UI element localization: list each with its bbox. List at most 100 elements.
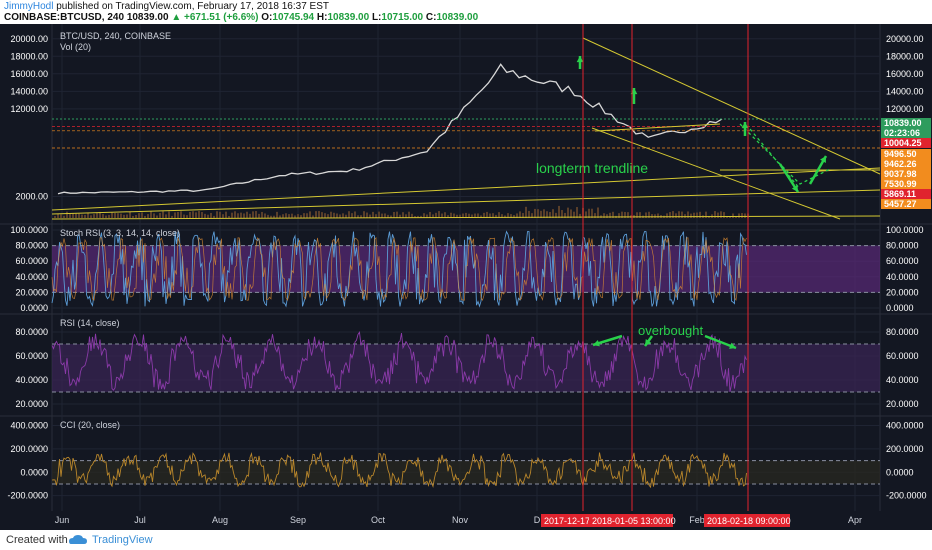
volume-bar [513, 215, 515, 218]
volume-bar [195, 212, 197, 218]
trendline [51, 167, 881, 211]
price-tag-label: 7530.99 [884, 179, 917, 189]
volume-bar [132, 215, 134, 218]
volume-bar [732, 213, 734, 218]
volume-bar [432, 214, 434, 218]
volume-bar [204, 213, 206, 218]
projection-path [739, 123, 831, 190]
author-link[interactable]: JimmyHodl [4, 1, 54, 12]
volume-bar [240, 212, 242, 218]
volume-bar [516, 213, 518, 218]
publish-line: JimmyHodl published on TradingView.com, … [4, 1, 329, 12]
volume-bar [363, 211, 365, 218]
change-value: +671.51 (+6.6%) [184, 12, 259, 23]
rsi-axis-label-left: 20.0000 [15, 399, 48, 409]
event-marker-tag [589, 514, 673, 527]
overbought-annotation: overbought [638, 323, 703, 338]
arrowhead-icon [791, 185, 798, 192]
volume-bar [324, 213, 326, 218]
stoch-d-series [51, 236, 747, 302]
volume-bar [738, 213, 740, 218]
volume-bar [327, 214, 329, 218]
event-marker-tag [704, 514, 790, 527]
volume-bar [417, 215, 419, 218]
volume-bar [210, 212, 212, 218]
volume-bar [87, 212, 89, 218]
volume-bar [714, 211, 716, 218]
volume-bar [357, 215, 359, 218]
price-axis-label-right: 20000.00 [886, 34, 924, 44]
volume-bar [75, 213, 77, 218]
volume-bar [78, 213, 80, 218]
chart-canvas[interactable]: longterm trendline overbought Jun Jul Aug Se… [0, 24, 932, 530]
volume-bar [381, 213, 383, 218]
tradingview-brand[interactable]: TradingView [92, 534, 153, 546]
price-tag [881, 179, 931, 189]
volume-bar [237, 213, 239, 218]
price-axis-label-right: 18000.00 [886, 51, 924, 61]
volume-bar [489, 213, 491, 218]
volume-bar [684, 214, 686, 218]
volume-bar [186, 215, 188, 218]
volume-bar [672, 211, 674, 218]
volume-bar [159, 212, 161, 218]
volume-bar [225, 211, 227, 218]
volume-bar [315, 211, 317, 218]
volume-bar [576, 207, 578, 218]
volume-bar [231, 212, 233, 218]
volume-bar [192, 211, 194, 218]
volume-bar [252, 211, 254, 218]
volume-bar [264, 213, 266, 218]
volume-bar [243, 213, 245, 218]
cci-axis-label-left: -200.0000 [7, 491, 48, 501]
volume-bar [165, 214, 167, 218]
publish-header: JimmyHodl published on TradingView.com, … [0, 0, 932, 24]
volume-bar [372, 211, 374, 218]
volume-bar [183, 214, 185, 218]
rsi-axis-label-left: 80.0000 [15, 327, 48, 337]
volume-bar [348, 211, 350, 218]
tradingview-cloud-icon [69, 535, 87, 544]
volume-bar [102, 214, 104, 218]
volume-bar [246, 211, 248, 218]
cci-axis-label-right: -200.0000 [886, 491, 927, 501]
volume-bar [303, 213, 305, 218]
price-axis-label-left: 16000.00 [10, 69, 48, 79]
created-with-label: Created with [6, 534, 68, 546]
trendline [594, 123, 721, 132]
event-marker-label: 2017-12-17 0 [544, 516, 598, 526]
volume-bar [234, 211, 236, 218]
time-axis-label: Feb [689, 515, 705, 525]
stoch-axis-label-left: 20.0000 [15, 287, 48, 297]
volume-bar [96, 213, 98, 218]
stoch-title: Stoch RSI (3, 3, 14, 14, close) [60, 228, 180, 238]
volume-bar [744, 213, 746, 218]
volume-bar [276, 211, 278, 218]
volume-bar [174, 212, 176, 218]
volume-bar [456, 214, 458, 218]
event-marker-tag [541, 514, 593, 527]
volume-bar [636, 212, 638, 218]
volume-bar [402, 212, 404, 218]
volume-bar [408, 211, 410, 218]
volume-bar [396, 211, 398, 218]
stoch-axis-label-left: 0.0000 [20, 303, 48, 313]
open-value: 10745.94 [272, 12, 315, 23]
volume-bar [84, 214, 86, 218]
volume-bar [411, 213, 413, 218]
volume-bar [279, 215, 281, 218]
volume-bar [123, 214, 125, 218]
volume-bar [666, 213, 668, 218]
volume-bar [543, 209, 545, 218]
volume-bar [525, 206, 527, 218]
price-axis-label-right: 12000.00 [886, 104, 924, 114]
volume-bar [603, 213, 605, 218]
rsi-axis-label-right: 80.0000 [886, 327, 919, 337]
volume-bar [531, 213, 533, 218]
volume-bar [318, 211, 320, 218]
volume-bar [438, 211, 440, 218]
volume-bar [54, 215, 56, 218]
volume-bar [441, 213, 443, 218]
volume-bar [117, 213, 119, 218]
volume-bar [609, 212, 611, 218]
